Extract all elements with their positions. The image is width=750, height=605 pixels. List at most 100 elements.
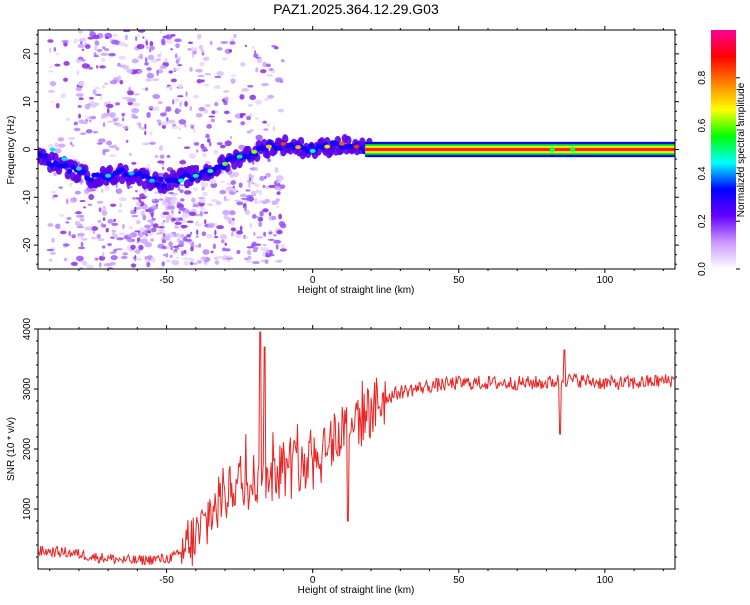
spectrogram-scatter-blob [255,236,263,239]
colorbar-strip [711,30,736,269]
spectrogram-scatter-blob [165,196,168,200]
spectrogram-scatter-blob [263,128,269,131]
spectrogram-scatter-blob [94,86,101,90]
spectrogram-scatter-blob [274,260,282,263]
spectrogram-scatter-blob [273,239,282,244]
spectrogram-scatter-blob [228,49,232,53]
spectrogram-scatter-blob [75,214,81,218]
ridge-hot-spot [178,178,185,183]
spectrogram-scatter-blob [131,108,140,114]
spectrogram-scatter-blob [235,233,242,239]
ridge-hot-spot [61,157,68,162]
spectrogram-scatter-blob [84,226,93,231]
spectrogram-scatter-blob [196,78,203,84]
spectrogram-scatter-blob [88,102,91,107]
spectrogram-scatter-blob [107,120,115,123]
spectrogram-scatter-blob [55,52,60,56]
spectrogram-scatter-blob [76,225,84,229]
ridge-core-blob [185,173,192,179]
spectrogram-scatter-blob [254,198,258,202]
ridge-hot-spot [49,147,56,152]
spectrogram-scatter-blob [131,214,139,218]
ridge-core-blob [42,153,48,159]
spectrogram-scatter-blob [170,209,175,214]
spectrogram-scatter-blob [178,127,182,131]
spectrogram-scatter-blob [208,141,212,147]
spectrogram-y-tick-label: -20 [22,237,33,252]
spectrogram-scatter-blob [126,237,134,243]
spectrogram-scatter-blob [118,197,127,202]
spectrogram-scatter-blob [268,238,275,241]
spectrogram-scatter-blob [167,197,173,200]
spectrogram-scatter-blob [192,94,199,99]
spectrogram-scatter-blob [230,231,234,237]
spectrogram-scatter-blob [262,184,266,189]
spectrogram-scatter-blob [263,231,267,237]
spectrogram-scatter-blob [137,30,146,33]
ridge-halo-blob [106,164,114,174]
spectrogram-scatter-blob [250,176,254,182]
spectrogram-scatter-blob [177,136,181,140]
ridge-halo-blob [192,164,199,174]
spectrogram-scatter-blob [159,65,168,69]
spectrogram-scatter-blob [90,236,97,240]
spectrogram-scatter-blob [165,106,172,112]
spectrogram-scatter-blob [226,217,232,223]
spectrogram-scatter-blob [191,197,196,203]
spectrogram-scatter-blob [240,62,246,67]
spectrogram-scatter-blob [49,47,52,54]
spectrogram-scatter-blob [122,30,131,33]
spectrogram-scatter-blob [136,240,140,244]
spectrogram-scatter-blob [178,217,183,221]
spectrogram-scatter-blob [202,152,207,158]
spectrogram-scatter-blob [121,96,129,100]
spectrogram-scatter-blob [121,113,126,117]
spectrogram-scatter-blob [200,181,209,188]
colorbar-tick-label: 0.0 [697,262,708,276]
spectrogram-scatter-blob [109,251,115,254]
spectrogram-scatter-blob [249,113,253,116]
spectrogram-scatter-blob [152,94,161,100]
spectrogram-scatter-blob [210,179,217,184]
spectrogram-scatter-blob [146,261,151,268]
spectrogram-scatter-blob [82,261,88,266]
spectrogram-scatter-blob [179,189,184,193]
spectrogram-scatter-blob [276,229,283,235]
spectrogram-scatter-blob [222,90,230,93]
spectrogram-scatter-blob [224,248,231,252]
spectrogram-scatter-blob [107,218,114,224]
spectrogram-scatter-blob [238,182,243,188]
spectrogram-scatter-blob [178,210,181,214]
spectrogram-scatter-blob [146,67,152,71]
spectrogram-scatter-blob [236,230,244,235]
spectrogram-scatter-blob [162,200,166,204]
spectrogram-scatter-blob [101,210,108,216]
spectrogram-scatter-blob [51,237,55,243]
spectrogram-scatter-blob [224,96,229,102]
spectrogram-x-tick-label: 100 [597,275,614,286]
spectrogram-scatter-blob [132,102,140,107]
spectrogram-scatter-blob [98,255,106,261]
spectrogram-scatter-blob [100,95,103,101]
snr-x-tick-label: 50 [453,575,465,586]
spectrogram-scatter-blob [252,260,260,265]
spectrogram-scatter-blob [257,216,264,222]
spectrogram-scatter-blob [69,197,78,203]
spectrogram-scatter-blob [166,116,169,122]
snr-y-tick-label: 4000 [22,317,33,340]
spectrogram-scatter-blob [79,218,85,222]
snr-x-ticks: -50 0 50 100 [49,325,664,586]
spectrogram-scatter-blob [78,246,86,250]
spectrogram-scatter-blob [244,44,248,48]
spectrogram-scatter-blob [161,239,166,244]
spectrogram-scatter-blob [105,36,109,40]
spectrogram-scatter-blob [239,225,243,231]
spectrogram-scatter-blob [262,244,267,247]
spectrogram-scatter-blob [147,54,155,61]
spectrogram-scatter-blob [190,46,198,52]
spectrogram-x-ticks: -50 0 50 100 [49,26,664,286]
spectrogram-scatter-blob [77,83,86,87]
spectrogram-scatter-blob [186,220,194,224]
spectrogram-scatter-blob [232,187,237,193]
